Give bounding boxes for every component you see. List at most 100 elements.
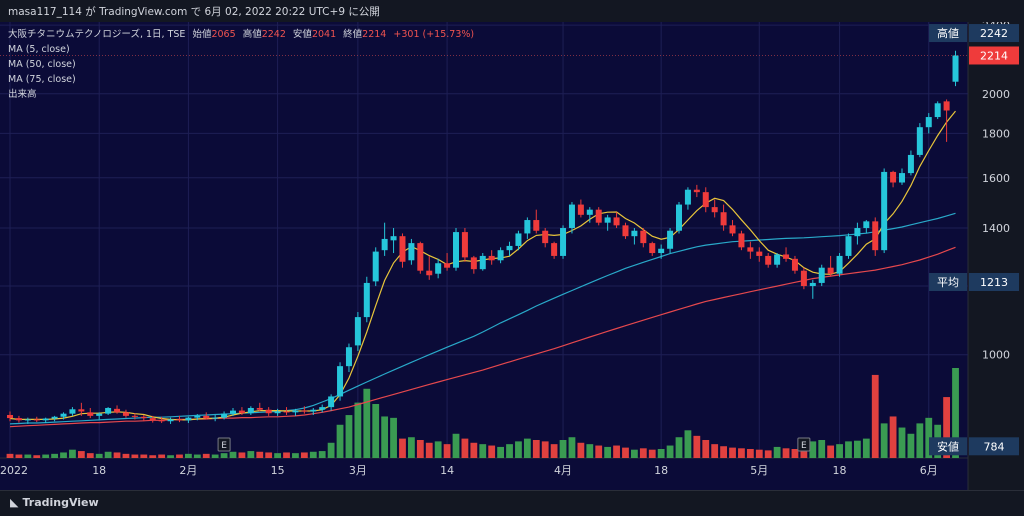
legend-indicator-ma75[interactable]: MA (75, close): [8, 74, 76, 85]
volume-bar: [345, 415, 353, 458]
volume-bar: [506, 444, 513, 458]
volume-bar: [916, 423, 924, 458]
candle-body: [497, 250, 504, 261]
candle-body: [542, 230, 549, 244]
volume-bar: [684, 430, 692, 458]
candle-body: [881, 171, 888, 251]
candle-body: [676, 204, 682, 231]
candle-body: [863, 221, 870, 229]
ma50-line: [9, 212, 956, 425]
tradingview-logo[interactable]: ◣ TradingView: [10, 496, 99, 509]
candle-body: [684, 189, 691, 205]
volume-bar: [247, 451, 255, 458]
earnings-marker[interactable]: [217, 437, 231, 452]
volume-bar: [292, 453, 299, 458]
candle-body: [765, 255, 772, 265]
time-tick-label: 4月: [554, 464, 572, 477]
volume-bar: [185, 453, 192, 458]
volume-bar: [283, 452, 290, 458]
candle-body: [78, 409, 85, 412]
candle-body: [524, 220, 531, 234]
volume-bar: [300, 452, 308, 458]
candle-body: [256, 407, 263, 410]
volume-bar: [15, 454, 23, 458]
candle-body: [899, 173, 905, 183]
avg-tag-label-box: [929, 272, 967, 291]
candle-body: [310, 409, 317, 412]
candle-body: [818, 267, 825, 283]
volume-bar: [550, 444, 558, 458]
volume-bar: [746, 449, 754, 458]
legend-indicator-volume[interactable]: 出来高: [8, 88, 37, 100]
price-tick-label: 1000: [982, 349, 1010, 362]
candlestick-chart[interactable]: 1000120014001600180020002400JPY 2022182月…: [0, 19, 1024, 490]
candle-body: [158, 420, 165, 422]
volume-bar: [479, 444, 487, 458]
volume-bar: [416, 440, 424, 458]
candle-body: [622, 225, 629, 237]
volume-bar: [363, 388, 371, 458]
volume-bar: [943, 397, 950, 458]
candle-body: [426, 270, 433, 276]
candle-body: [51, 416, 58, 419]
candle-body: [791, 258, 798, 271]
candle-body: [33, 419, 40, 421]
candle-body: [408, 243, 415, 261]
candle-body: [836, 255, 843, 274]
candle-body: [479, 255, 486, 270]
candle-body: [122, 412, 129, 416]
volume-bar: [51, 453, 58, 458]
candle-body: [363, 282, 370, 318]
candle-body: [444, 263, 451, 268]
volume-bar: [925, 417, 933, 458]
volume-bar: [711, 444, 719, 458]
volume-bar: [42, 454, 50, 458]
candle-body: [470, 257, 477, 270]
publish-header: masa117_114 が TradingView.com で 6月 02, 2…: [0, 0, 1024, 22]
volume-bar: [871, 374, 879, 458]
chart-area[interactable]: 1000120014001600180020002400JPY 2022182月…: [0, 19, 1024, 490]
candle-body: [453, 232, 459, 268]
volume-bar: [559, 440, 567, 458]
candle-body: [854, 228, 861, 237]
candle-body: [907, 154, 914, 174]
legend-indicator-ma5[interactable]: MA (5, close): [8, 44, 70, 55]
volume-bar: [666, 445, 674, 458]
volume-bar: [408, 437, 415, 458]
candle-body: [952, 55, 959, 82]
candle-body: [640, 230, 647, 244]
candle-body: [15, 418, 22, 421]
volume-bar: [532, 440, 540, 458]
candle-body: [461, 232, 468, 258]
candle-body: [105, 407, 112, 414]
candle-body: [800, 270, 807, 287]
volume-bar: [149, 455, 157, 458]
volume-bar: [238, 452, 246, 458]
earnings-marker-label: E: [221, 441, 227, 451]
volume-bar: [595, 445, 603, 458]
volume-bar: [952, 368, 959, 458]
legend-indicator-ma50[interactable]: MA (50, close): [8, 59, 76, 70]
volume-bar: [782, 448, 790, 458]
candle-body: [711, 207, 718, 213]
time-tick-label: 18: [833, 464, 847, 477]
volume-bar: [845, 441, 852, 458]
volume-bar: [720, 446, 727, 458]
candle-body: [925, 117, 932, 128]
high-tag-value: 2242: [980, 27, 1008, 40]
low-tag-value-box: [969, 437, 1019, 456]
volume-bar: [809, 441, 817, 458]
volume-bar: [648, 449, 656, 458]
candle-body: [631, 230, 638, 237]
volume-bar: [568, 437, 576, 458]
earnings-marker[interactable]: [797, 437, 811, 452]
candle-body: [934, 103, 941, 118]
volume-bar: [764, 450, 772, 458]
time-tick-label: 3月: [349, 464, 367, 477]
time-tick-label: 6月: [920, 464, 938, 477]
price-tick-label: 2000: [982, 88, 1010, 101]
candle-body: [212, 417, 219, 419]
volume-bar: [818, 440, 826, 458]
volume-bar: [470, 442, 478, 458]
candle-body: [783, 254, 790, 259]
